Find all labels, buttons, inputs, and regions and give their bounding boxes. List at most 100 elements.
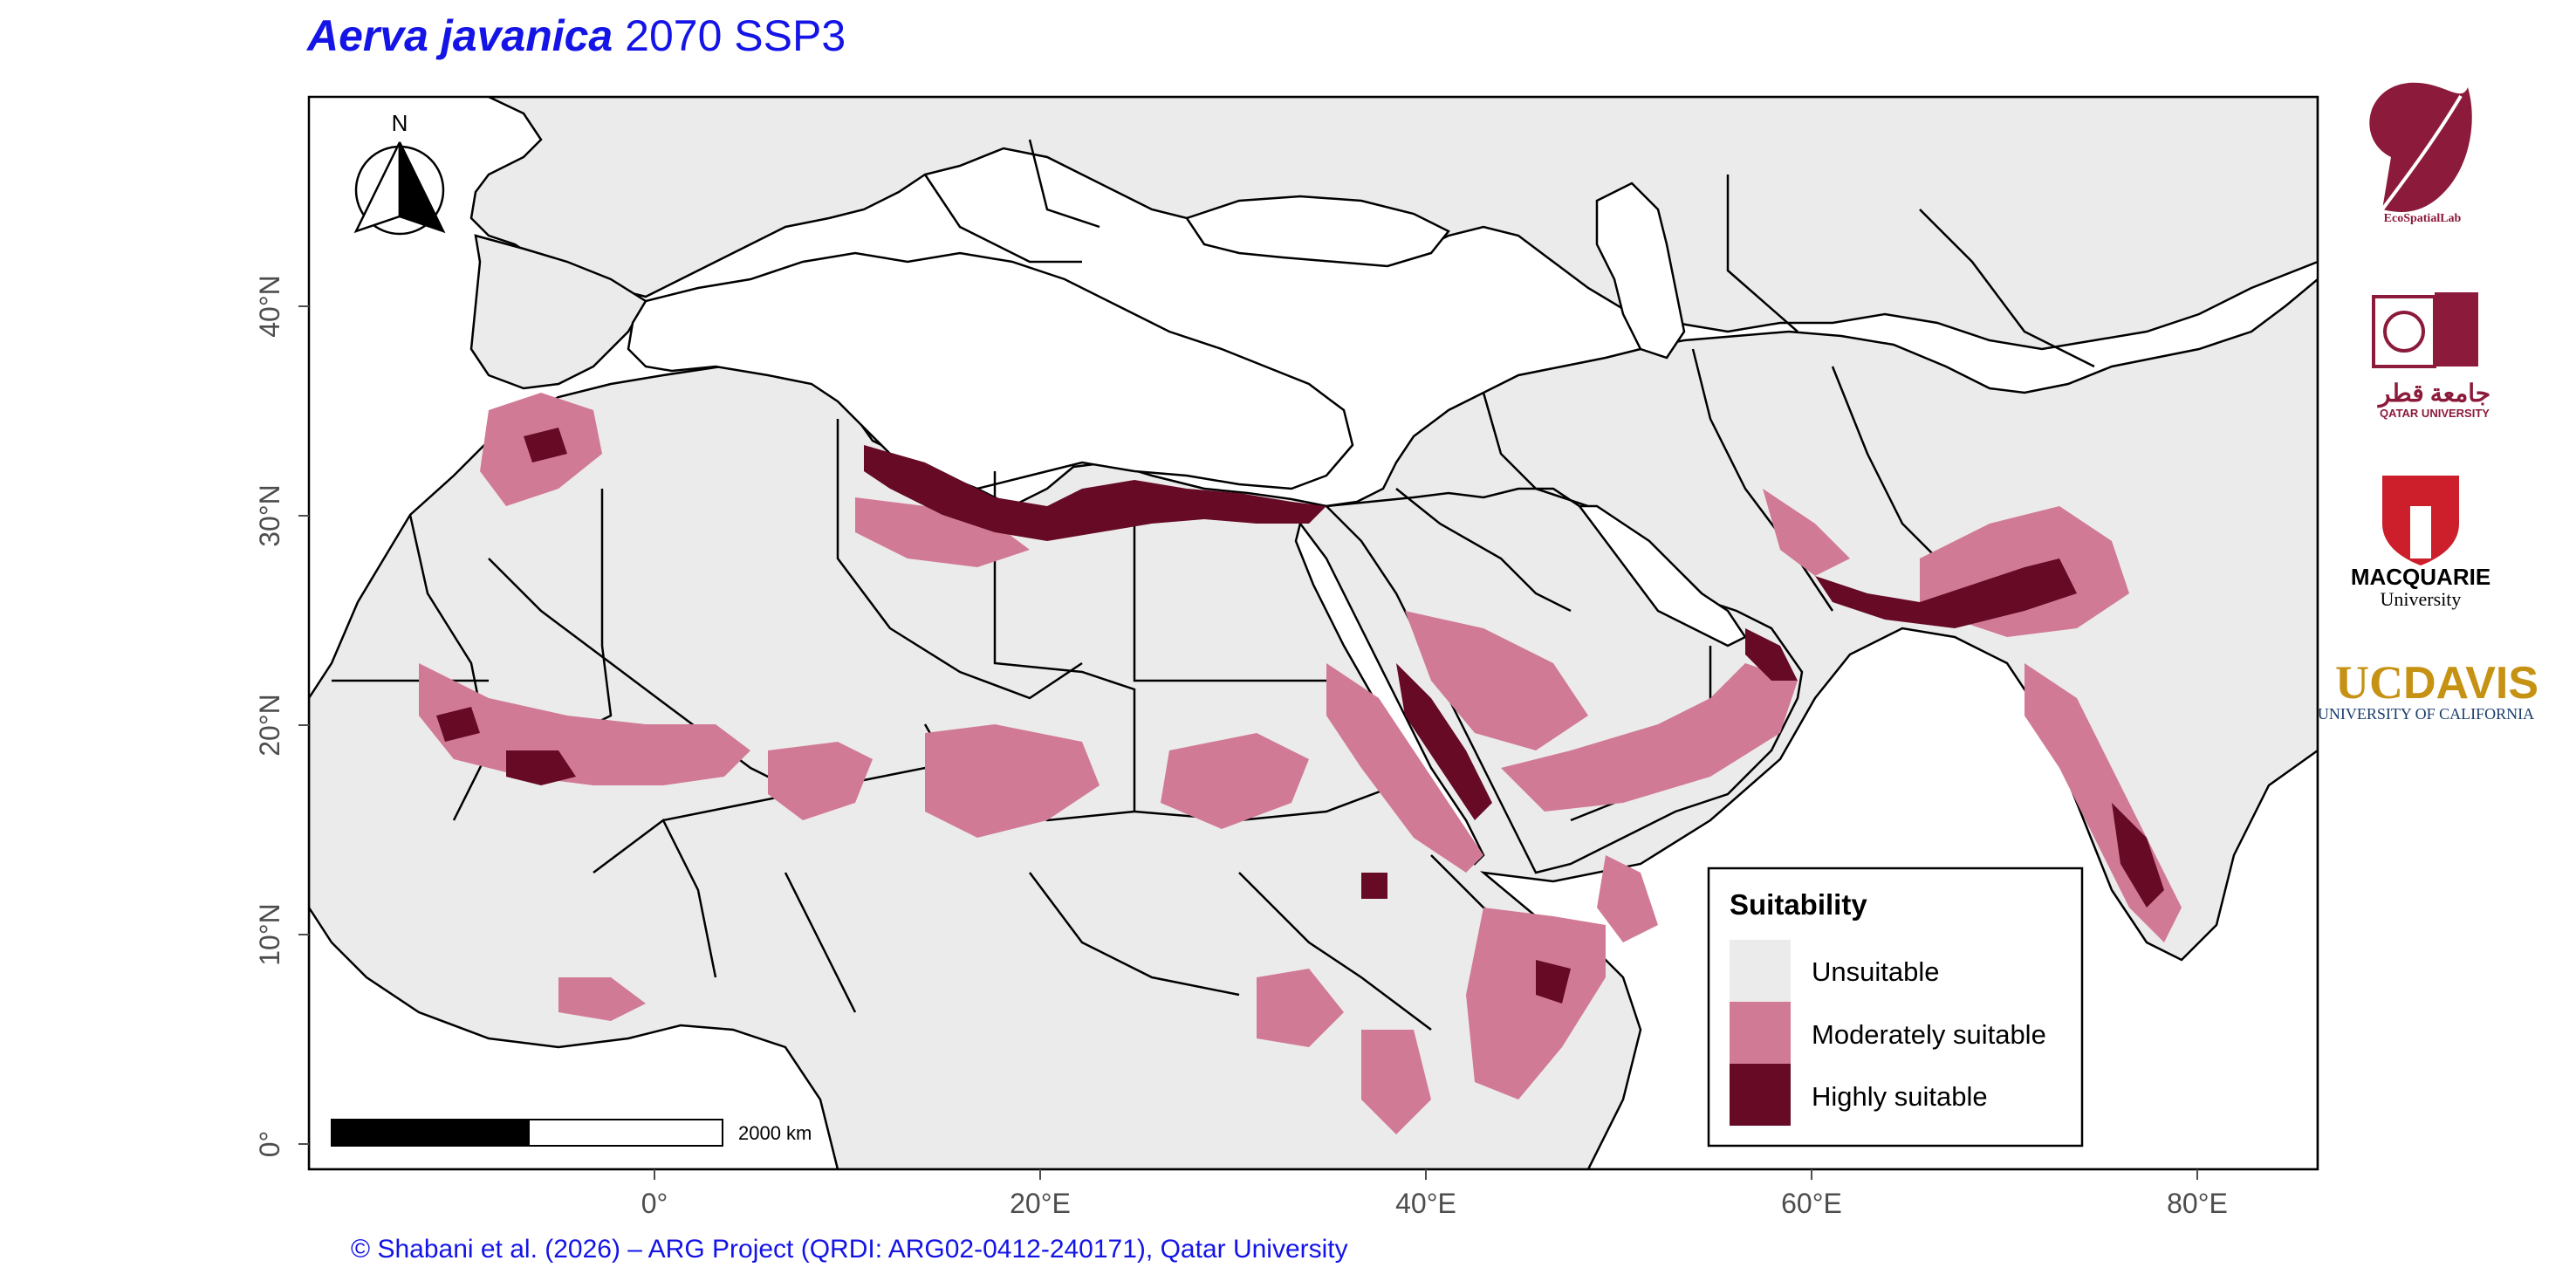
moderate-zone: [1361, 1030, 1431, 1134]
qatar-university-english: QATAR UNIVERSITY: [2380, 407, 2490, 420]
border-line: [1134, 784, 1397, 822]
border-line: [488, 558, 786, 787]
map-panel-border: [307, 95, 2319, 1171]
qu-emblem-icon: [2372, 295, 2436, 368]
map-title: Aerva javanica 2070 SSP3: [307, 10, 846, 61]
species-name: Aerva javanica: [307, 11, 613, 60]
moderate-zone: [1326, 663, 1483, 873]
border-line: [1482, 392, 1589, 508]
ecospatiallab-logo: EcoSpatialLab: [2369, 82, 2472, 225]
x-tick-label: 20°E: [1010, 1188, 1071, 1219]
border-line: [593, 819, 717, 978]
border-line: [1919, 209, 2095, 368]
caspian-sea: [1595, 182, 1686, 360]
moderate-zone: [925, 724, 1100, 838]
x-tick-label: 60°E: [1781, 1188, 1842, 1219]
moderate-zone: [768, 742, 873, 820]
leaf-stem-icon: [2381, 94, 2463, 211]
high-zone: [1745, 628, 1798, 681]
scale-bar-black: [331, 1119, 530, 1147]
gulf-of-guinea: [309, 905, 839, 1169]
border-line: [1726, 175, 1798, 332]
high-zone: [1396, 663, 1492, 820]
qu-emblem-circle-icon: [2383, 311, 2425, 353]
legend-swatch-unsuitable: [1730, 940, 1791, 1002]
ucdavis-davis: DAVIS: [2403, 658, 2538, 709]
moderate-zone: [419, 663, 750, 785]
scenario-label: 2070 SSP3: [625, 11, 846, 60]
y-axis-labels: 0° 10°N 20°N 30°N 40°N: [254, 275, 285, 1157]
high-suitability-zones: [436, 428, 2164, 1004]
qu-emblem-bars-icon: [2435, 292, 2478, 367]
legend-label-high: Highly suitable: [1812, 1081, 1988, 1112]
qatar-university-arabic: جامعة قطر: [2377, 380, 2490, 408]
macquarie-university-logo: MACQUARIE University: [2351, 476, 2490, 610]
high-zone: [506, 750, 576, 785]
north-arrow: N: [353, 110, 446, 236]
macquarie-sub-label: University: [2381, 588, 2462, 610]
border-line: [1395, 488, 1572, 613]
y-tick-label: 20°N: [254, 694, 285, 757]
legend: Suitability Unsuitable Moderately suitab…: [1707, 867, 2084, 1148]
macquarie-lighthouse-icon: [2410, 506, 2431, 558]
moderate-zone: [1257, 969, 1344, 1047]
y-tick-label: 40°N: [254, 275, 285, 338]
moderate-zone: [1161, 733, 1309, 829]
border-line: [1133, 489, 1326, 682]
moderate-zone: [1501, 663, 1798, 812]
moderate-zone: [855, 497, 1030, 567]
moderate-zone: [1405, 611, 1588, 750]
border-line: [1238, 872, 1432, 1031]
high-zone: [1536, 960, 1571, 1004]
north-label: N: [392, 110, 408, 136]
border-line: [408, 514, 490, 821]
map-content: [309, 97, 2318, 1169]
persian-gulf: [1577, 504, 1747, 647]
black-sea: [1185, 195, 1450, 268]
mediterranean-sea: [627, 251, 1354, 490]
x-tick-label: 80°E: [2167, 1188, 2228, 1219]
land-iberia: [469, 234, 647, 390]
border-line: [993, 471, 1136, 812]
legend-label-unsuitable: Unsuitable: [1812, 956, 1939, 987]
legend-title: Suitability: [1730, 888, 1867, 921]
ecospatiallab-label: EcoSpatialLab: [2384, 212, 2462, 225]
border-line: [836, 419, 1083, 700]
moderate-zone: [558, 977, 646, 1021]
high-zone: [1361, 873, 1387, 899]
ucdavis-logo: UC DAVIS UNIVERSITY OF CALIFORNIA: [2318, 656, 2538, 723]
moderate-zone: [1763, 489, 1850, 576]
x-axis: [654, 1169, 2198, 1180]
moderate-zone: [1597, 855, 1658, 942]
border-line: [1029, 872, 1240, 997]
border-line: [1028, 139, 1100, 229]
scale-bar: 2000 km: [331, 1119, 812, 1147]
scale-bar-label: 2000 km: [738, 1122, 812, 1144]
border-line: [1691, 348, 1834, 612]
credit-line: © Shabani et al. (2026) – ARG Project (Q…: [351, 1235, 1348, 1264]
high-zone: [2112, 803, 2164, 908]
scale-bar-white: [528, 1119, 723, 1147]
y-axis: [298, 305, 309, 1145]
high-zone: [524, 428, 567, 462]
ucdavis-uc: UC: [2335, 656, 2403, 709]
legend-swatch-moderate: [1730, 1002, 1791, 1064]
high-zone: [1815, 558, 2077, 628]
legend-swatch-high: [1730, 1064, 1791, 1126]
x-axis-labels: 0° 20°E 40°E 60°E 80°E: [641, 1188, 2228, 1219]
x-tick-label: 40°E: [1395, 1188, 1456, 1219]
north-arrow-right: [398, 141, 446, 234]
ucdavis-university-label: UNIVERSITY OF CALIFORNIA: [2318, 705, 2534, 723]
qatar-university-logo: جامعة قطر QATAR UNIVERSITY: [2372, 292, 2490, 420]
high-zone: [864, 445, 1326, 541]
leaf-icon: [2369, 82, 2472, 212]
y-tick-label: 30°N: [254, 484, 285, 547]
y-tick-label: 0°: [254, 1131, 285, 1158]
y-tick-label: 10°N: [254, 903, 285, 966]
macquarie-label: MACQUARIE: [2351, 564, 2490, 590]
moderate-zone: [1466, 908, 1606, 1100]
border-line: [1831, 366, 1956, 577]
high-zone: [436, 707, 480, 742]
border-line: [784, 872, 857, 1013]
